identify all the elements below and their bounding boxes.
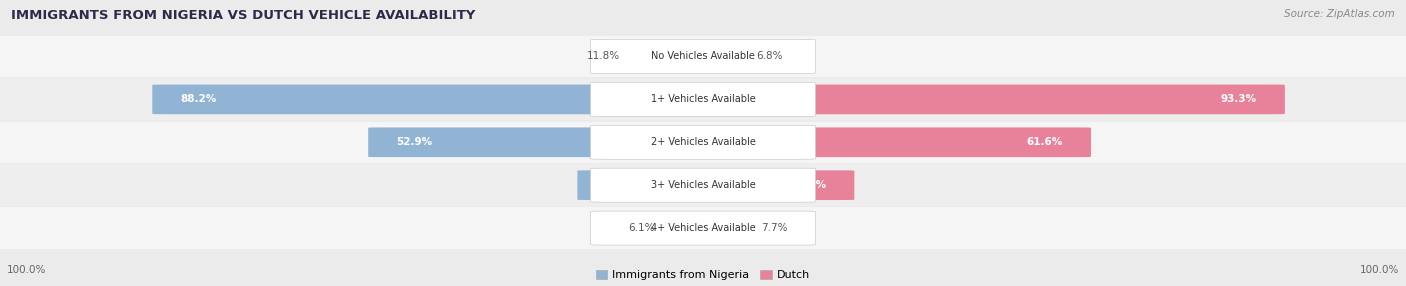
Text: 18.7%: 18.7% — [606, 180, 643, 190]
Text: 52.9%: 52.9% — [396, 137, 433, 147]
FancyBboxPatch shape — [620, 42, 714, 71]
FancyBboxPatch shape — [654, 213, 714, 243]
Text: 11.8%: 11.8% — [586, 51, 620, 61]
FancyBboxPatch shape — [591, 125, 815, 159]
Text: IMMIGRANTS FROM NIGERIA VS DUTCH VEHICLE AVAILABILITY: IMMIGRANTS FROM NIGERIA VS DUTCH VEHICLE… — [11, 9, 475, 21]
FancyBboxPatch shape — [578, 170, 714, 200]
FancyBboxPatch shape — [591, 39, 815, 74]
Text: 88.2%: 88.2% — [180, 94, 217, 104]
Text: 6.8%: 6.8% — [756, 51, 782, 61]
FancyBboxPatch shape — [692, 42, 756, 71]
Text: 100.0%: 100.0% — [1360, 265, 1399, 275]
Text: Source: ZipAtlas.com: Source: ZipAtlas.com — [1284, 9, 1395, 19]
FancyBboxPatch shape — [692, 213, 761, 243]
FancyBboxPatch shape — [591, 168, 815, 202]
FancyBboxPatch shape — [591, 211, 815, 245]
FancyBboxPatch shape — [368, 128, 714, 157]
Text: No Vehicles Available: No Vehicles Available — [651, 51, 755, 61]
Legend: Immigrants from Nigeria, Dutch: Immigrants from Nigeria, Dutch — [596, 270, 810, 281]
Text: 2+ Vehicles Available: 2+ Vehicles Available — [651, 137, 755, 147]
Text: 100.0%: 100.0% — [7, 265, 46, 275]
Text: 61.6%: 61.6% — [1026, 137, 1063, 147]
FancyBboxPatch shape — [692, 170, 855, 200]
Text: 7.7%: 7.7% — [761, 223, 787, 233]
FancyBboxPatch shape — [152, 85, 714, 114]
FancyBboxPatch shape — [692, 85, 1285, 114]
Text: 22.9%: 22.9% — [790, 180, 827, 190]
Text: 93.3%: 93.3% — [1220, 94, 1257, 104]
Text: 4+ Vehicles Available: 4+ Vehicles Available — [651, 223, 755, 233]
Text: 3+ Vehicles Available: 3+ Vehicles Available — [651, 180, 755, 190]
FancyBboxPatch shape — [591, 82, 815, 116]
FancyBboxPatch shape — [692, 128, 1091, 157]
Text: 6.1%: 6.1% — [628, 223, 654, 233]
Text: 1+ Vehicles Available: 1+ Vehicles Available — [651, 94, 755, 104]
